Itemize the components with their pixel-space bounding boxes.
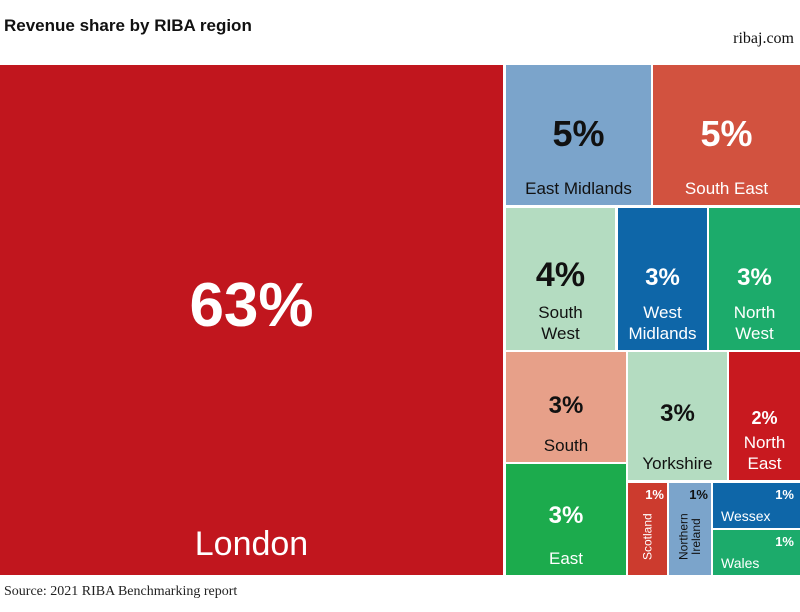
category-label: South West (538, 303, 583, 343)
category-label: Wales (721, 555, 760, 572)
treemap-tile: 63% London (0, 65, 503, 575)
treemap-tile: 1% Scotland (628, 483, 667, 575)
treemap-tile: 3% South (506, 352, 626, 462)
category-label: Wessex (721, 508, 771, 525)
value-label: 3% (660, 400, 695, 427)
category-label: East (548, 548, 584, 568)
category-label: South (543, 435, 589, 455)
value-label: 3% (645, 264, 680, 291)
value-label: 3% (548, 392, 584, 419)
treemap-tile: 3% North West (709, 208, 800, 350)
treemap-tile: 1% Wales (713, 530, 800, 575)
treemap-tile: 5% South East (653, 65, 800, 205)
category-label: London (194, 525, 309, 564)
value-label: 2% (751, 408, 778, 428)
treemap-tile: 4% South West (506, 208, 615, 350)
category-label: Yorkshire (642, 453, 713, 473)
value-label: 1% (689, 487, 708, 502)
treemap-tile: 1% Wessex (713, 483, 800, 528)
value-label: 1% (775, 534, 794, 549)
category-label: North West (733, 303, 776, 343)
source-note: Source: 2021 RIBA Benchmarking report (4, 584, 238, 599)
treemap-tile: 2% North East (729, 352, 800, 480)
value-label: 5% (700, 113, 753, 154)
value-label: 5% (552, 113, 605, 154)
value-label: 1% (775, 487, 794, 502)
value-label: 3% (737, 264, 772, 291)
treemap-tile: 3% Yorkshire (628, 352, 727, 480)
value-label: 3% (548, 502, 584, 529)
category-label: Scotland (640, 513, 655, 561)
category-label: North East (743, 433, 786, 473)
category-label: East Midlands (525, 178, 632, 198)
category-label: Northern Ireland (676, 513, 703, 561)
category-label: South East (684, 178, 769, 198)
treemap-tile: 5% East Midlands (506, 65, 651, 205)
treemap-tile: 3% East (506, 464, 626, 575)
category-label: West Midlands (628, 303, 697, 343)
value-label: 1% (645, 487, 664, 502)
chart-title: Revenue share by RIBA region (4, 16, 252, 35)
treemap-tile: 1% Northern Ireland (669, 483, 711, 575)
site-name: ribaj.com (733, 30, 794, 47)
value-label: 4% (535, 256, 586, 294)
value-label: 63% (189, 271, 314, 340)
treemap-tile: 3% West Midlands (618, 208, 707, 350)
